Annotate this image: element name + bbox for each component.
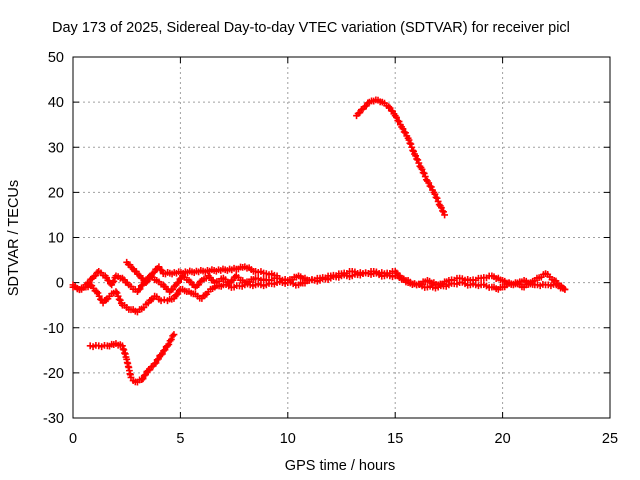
y-tick-label: 30: [48, 140, 64, 156]
data-point: [364, 270, 372, 277]
data-point: [170, 331, 178, 338]
data-point: [305, 276, 313, 284]
data-point: [165, 341, 173, 348]
series-high-arc: [353, 96, 449, 219]
x-tick-label: 20: [495, 431, 511, 447]
data-point: [383, 271, 391, 279]
y-tick-label: 40: [48, 95, 64, 111]
data-point: [475, 282, 482, 290]
data-point: [249, 282, 257, 290]
data-point: [340, 271, 348, 279]
data-point: [386, 272, 394, 280]
data-point: [86, 342, 94, 350]
data-point: [534, 281, 541, 289]
data-point: [157, 297, 165, 305]
data-point: [311, 276, 319, 284]
data-point: [409, 147, 417, 154]
y-tick-label: 20: [48, 185, 64, 201]
data-point: [469, 280, 477, 288]
data-point: [95, 342, 103, 350]
data-point: [273, 272, 281, 280]
data-point: [260, 282, 268, 290]
y-tick-label: 10: [48, 231, 64, 247]
data-point: [160, 296, 168, 304]
x-tick-label: 15: [387, 431, 403, 447]
data-point: [407, 140, 415, 148]
data-point: [254, 280, 262, 288]
data-point: [343, 272, 351, 280]
data-point: [167, 336, 175, 343]
x-tick-label: 5: [176, 431, 184, 447]
data-point: [389, 273, 396, 281]
data-point: [252, 281, 259, 289]
data-marks: [69, 96, 569, 386]
y-tick-label: -30: [43, 411, 64, 427]
data-point: [544, 281, 552, 289]
x-tick-label: 25: [602, 431, 618, 447]
data-point: [257, 281, 265, 289]
data-point: [472, 281, 480, 289]
data-point: [406, 139, 414, 147]
x-tick-label: 10: [280, 431, 296, 447]
data-point: [426, 282, 434, 290]
data-point: [246, 281, 254, 289]
y-axis-label: SDTVAR / TECUs: [6, 180, 22, 296]
data-point: [359, 270, 367, 277]
data-point: [429, 283, 437, 291]
data-point: [408, 143, 416, 151]
data-point: [561, 285, 569, 293]
data-point: [244, 280, 251, 288]
data-point: [110, 277, 118, 285]
y-tick-label: 0: [56, 276, 64, 292]
data-point: [273, 279, 281, 287]
series-lower-band: [69, 269, 569, 316]
data-point: [308, 276, 316, 283]
data-point: [367, 271, 375, 278]
chart-title: Day 173 of 2025, Sidereal Day-to-day VTE…: [52, 20, 570, 36]
data-point: [381, 272, 388, 280]
data-point: [432, 284, 439, 292]
data-point: [313, 277, 321, 285]
x-tick-label: 0: [69, 431, 77, 447]
data-point: [276, 278, 284, 286]
data-point: [410, 147, 418, 155]
data-point: [466, 281, 474, 289]
series-low-arc: [86, 331, 178, 386]
data-point: [424, 283, 431, 291]
data-point: [362, 269, 370, 277]
y-tick-label: -20: [43, 366, 64, 382]
data-point: [338, 272, 345, 280]
data-point: [281, 280, 289, 287]
data-point: [441, 211, 449, 219]
y-tick-label: -10: [43, 321, 64, 337]
plot-axes: 0 5 10 15 20 25 -30 -20 -10 0 10 20 30 40 50: [43, 50, 618, 447]
data-point: [279, 279, 286, 287]
data-point: [405, 136, 413, 144]
y-tick-label: 50: [48, 50, 64, 66]
series-upper-arc: [123, 258, 281, 287]
data-point: [241, 281, 249, 289]
x-axis-label: GPS time / hours: [285, 458, 395, 474]
data-point: [346, 273, 353, 281]
